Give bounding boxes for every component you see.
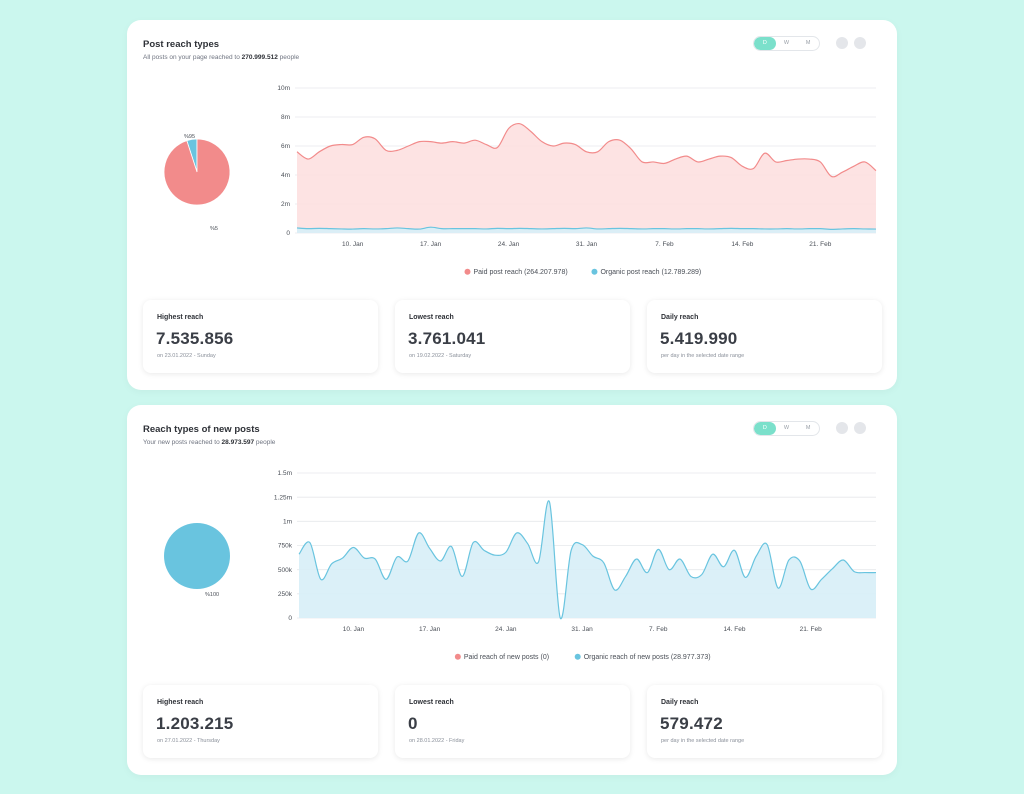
- stat-note: on 28.01.2022 - Friday: [409, 738, 465, 744]
- subtitle-text: Your new posts reached to: [143, 439, 222, 446]
- post-reach-chart: %95 %5 0 2m 4m 6m 8m 10m 10. Jan 17. Jan 24. Jan 31…: [163, 85, 877, 276]
- y-tick-label: 10m: [277, 85, 290, 92]
- y-tick-label: 2m: [281, 201, 290, 208]
- x-tick-label: 10. Jan: [342, 241, 364, 248]
- stat-note: per day in the selected date range: [661, 738, 745, 744]
- pie-label: %100: [205, 592, 219, 598]
- stat-daily-reach: Daily reach 579.472 per day in the selec…: [647, 685, 882, 758]
- x-tick-label: 14. Feb: [731, 241, 753, 248]
- legend-marker: [454, 653, 461, 660]
- series-area: [299, 500, 876, 619]
- stat-value: 1.203.215: [156, 714, 234, 733]
- stat-label: Lowest reach: [409, 699, 454, 706]
- post-reach-types-card: Post reach types All posts on your page …: [127, 20, 897, 390]
- y-tick-label: 0: [286, 230, 290, 237]
- x-tick-label: 17. Jan: [419, 626, 441, 633]
- x-tick-label: 14. Feb: [723, 626, 745, 633]
- card-subtitle: All posts on your page reached to 270.99…: [143, 54, 299, 61]
- x-tick-label: 21. Feb: [800, 626, 822, 633]
- stat-value: 579.472: [660, 714, 723, 733]
- subtitle-suffix: people: [254, 439, 276, 446]
- stat-note: on 23.01.2022 - Sunday: [157, 353, 216, 359]
- period-day-button[interactable]: D: [754, 37, 776, 50]
- series-area: [297, 123, 876, 233]
- stat-label: Lowest reach: [409, 314, 454, 321]
- y-tick-label: 0: [288, 615, 292, 622]
- x-tick-label: 7. Feb: [655, 241, 674, 248]
- stat-value: 0: [408, 714, 418, 733]
- series-line: [296, 122, 877, 178]
- y-tick-label: 1.25m: [274, 494, 292, 501]
- x-tick-label: 24. Jan: [498, 241, 520, 248]
- subtitle-suffix: people: [277, 54, 300, 61]
- period-week-button[interactable]: W: [783, 40, 790, 46]
- card-subtitle: Your new posts reached to 28.973.597 peo…: [143, 439, 275, 446]
- legend-marker: [574, 653, 581, 660]
- legend-label: Paid reach of new posts (0): [464, 654, 549, 661]
- stat-note: per day in the selected date range: [661, 353, 745, 359]
- x-tick-label: 7. Feb: [649, 626, 668, 633]
- y-tick-label: 1m: [283, 519, 292, 526]
- y-tick-label: 8m: [281, 114, 290, 121]
- y-tick-label: 1.5m: [278, 470, 292, 477]
- stat-highest-reach: Highest reach 1.203.215 on 27.01.2022 - …: [143, 685, 378, 758]
- period-day-button[interactable]: D: [754, 422, 776, 435]
- x-tick-label: 17. Jan: [420, 241, 442, 248]
- y-tick-label: 750k: [278, 543, 293, 550]
- period-month-button[interactable]: M: [805, 40, 811, 46]
- stat-label: Highest reach: [157, 699, 204, 706]
- stat-label: Highest reach: [157, 314, 204, 321]
- y-tick-label: 500k: [278, 567, 293, 574]
- period-toggle: D W M: [753, 36, 820, 51]
- legend-label: Organic reach of new posts (28.977.373): [584, 654, 711, 661]
- pie-slice: [164, 523, 230, 589]
- stat-note: on 19.02.2022 - Saturday: [409, 353, 472, 359]
- legend-marker: [464, 268, 471, 275]
- new-posts-reach-chart: %100 0 250k 500k 750k 1m 1.25m 1.5m 10. Jan 17. J…: [164, 470, 877, 661]
- stat-lowest-reach: Lowest reach 0 on 28.01.2022 - Friday: [395, 685, 630, 758]
- stat-value: 5.419.990: [660, 329, 738, 348]
- period-toggle: D W M: [753, 421, 820, 436]
- x-tick-label: 21. Feb: [809, 241, 831, 248]
- subtitle-value: 270.999.512: [241, 54, 278, 61]
- stat-label: Daily reach: [661, 314, 699, 321]
- card-title: Reach types of new posts: [143, 424, 260, 435]
- series-line: [298, 500, 877, 620]
- legend-label: Organic post reach (12.789.289): [600, 269, 701, 276]
- pie-slice: [163, 138, 231, 206]
- x-tick-label: 31. Jan: [576, 241, 598, 248]
- pie-label: %5: [210, 226, 218, 232]
- legend-label: Paid post reach (264.207.978): [474, 269, 568, 276]
- stat-value: 7.535.856: [156, 329, 234, 348]
- prev-button[interactable]: [836, 37, 848, 49]
- stat-value: 3.761.041: [408, 329, 486, 348]
- pie-label: %95: [184, 134, 195, 140]
- stat-note: on 27.01.2022 - Thursday: [157, 738, 220, 744]
- x-tick-label: 10. Jan: [343, 626, 365, 633]
- subtitle-value: 28.973.597: [221, 439, 255, 446]
- period-week-button[interactable]: W: [783, 425, 790, 431]
- stat-label: Daily reach: [661, 699, 699, 706]
- next-button[interactable]: [854, 37, 866, 49]
- reach-types-new-posts-card: Reach types of new posts Your new posts …: [127, 405, 897, 775]
- stat-highest-reach: Highest reach 7.535.856 on 23.01.2022 - …: [143, 300, 378, 373]
- prev-button[interactable]: [836, 422, 848, 434]
- card-title: Post reach types: [143, 39, 220, 50]
- y-tick-label: 4m: [281, 172, 290, 179]
- subtitle-text: All posts on your page reached to: [143, 54, 242, 61]
- x-tick-label: 31. Jan: [571, 626, 593, 633]
- next-button[interactable]: [854, 422, 866, 434]
- y-tick-label: 6m: [281, 143, 290, 150]
- stat-daily-reach: Daily reach 5.419.990 per day in the sel…: [647, 300, 882, 373]
- x-tick-label: 24. Jan: [495, 626, 517, 633]
- period-month-button[interactable]: M: [805, 425, 811, 431]
- legend-marker: [591, 268, 598, 275]
- series-line: [296, 226, 877, 230]
- y-tick-label: 250k: [278, 591, 293, 598]
- stat-lowest-reach: Lowest reach 3.761.041 on 19.02.2022 - S…: [395, 300, 630, 373]
